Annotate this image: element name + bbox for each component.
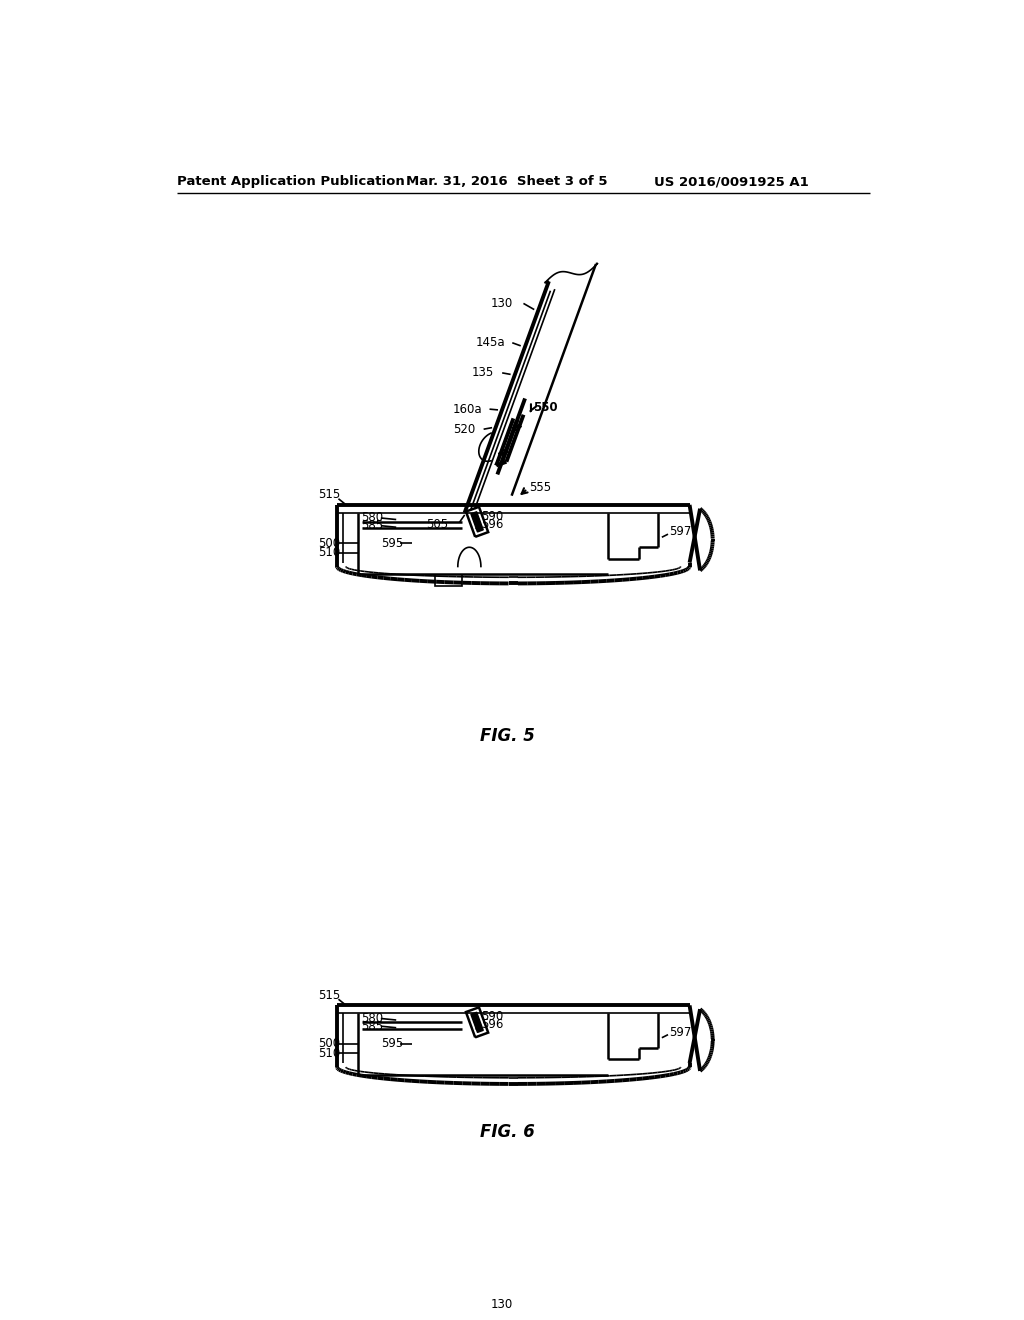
Text: 515: 515 — [317, 989, 340, 1002]
Text: 130: 130 — [492, 297, 513, 310]
Text: Patent Application Publication: Patent Application Publication — [177, 176, 404, 187]
Text: 510: 510 — [317, 546, 340, 560]
Text: 520: 520 — [453, 422, 475, 436]
Text: 515: 515 — [317, 488, 340, 502]
Text: 160a: 160a — [453, 403, 482, 416]
Text: 550: 550 — [534, 401, 558, 413]
Text: 595: 595 — [381, 1038, 403, 1051]
Text: 590: 590 — [481, 1010, 503, 1023]
Text: 580: 580 — [361, 1012, 384, 1026]
Polygon shape — [471, 512, 483, 532]
Text: FIG. 5: FIG. 5 — [480, 727, 536, 744]
Text: 505: 505 — [426, 519, 449, 532]
Text: 585: 585 — [361, 1019, 384, 1032]
Text: 590: 590 — [481, 510, 503, 523]
Text: 135: 135 — [471, 367, 494, 379]
Text: 555: 555 — [529, 480, 551, 494]
Text: 580: 580 — [361, 511, 384, 524]
Text: 597: 597 — [670, 525, 692, 539]
Text: 500: 500 — [317, 537, 340, 550]
Polygon shape — [471, 1012, 483, 1032]
Text: 596: 596 — [481, 517, 503, 531]
Text: FIG. 6: FIG. 6 — [480, 1123, 536, 1142]
Text: US 2016/0091925 A1: US 2016/0091925 A1 — [654, 176, 809, 187]
Text: 145a: 145a — [475, 337, 505, 350]
Text: 500: 500 — [317, 1038, 340, 1051]
Text: 510: 510 — [317, 1047, 340, 1060]
Text: 585: 585 — [361, 519, 384, 532]
Text: Mar. 31, 2016  Sheet 3 of 5: Mar. 31, 2016 Sheet 3 of 5 — [407, 176, 607, 187]
Text: 596: 596 — [481, 1018, 503, 1031]
Text: 595: 595 — [381, 537, 403, 550]
Text: 597: 597 — [670, 1026, 692, 1039]
Text: 130: 130 — [492, 1298, 513, 1311]
